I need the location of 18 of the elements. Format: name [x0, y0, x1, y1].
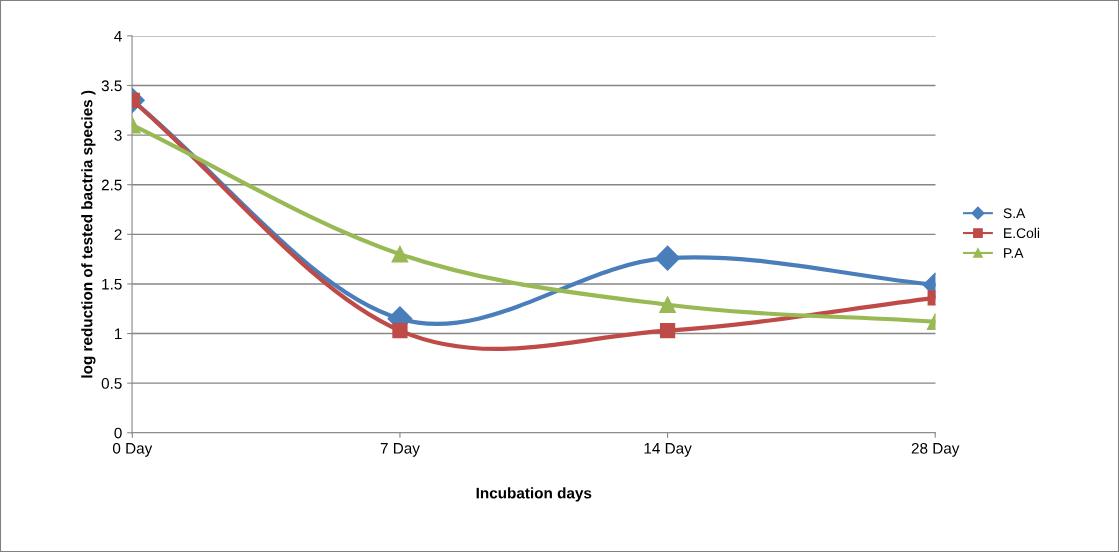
y-tick-label: 0 [114, 427, 122, 439]
x-axis-title: Incubation days [476, 487, 592, 502]
y-tick-label: 4 [114, 30, 122, 42]
y-tick-label: 0.5 [101, 378, 122, 389]
y-axis-title: log reduction of tested bactria species ) [81, 90, 96, 378]
y-tick-label: 3.5 [101, 80, 122, 92]
y-tick-label: 3 [114, 129, 122, 141]
y-tick-label: 1.5 [102, 278, 122, 290]
y-tick-label: 2.5 [101, 179, 122, 191]
y-tick-label: 1 [114, 328, 122, 340]
legend-label: P.A [1004, 248, 1024, 258]
x-tick-label: 14 Day [644, 443, 692, 457]
y-tick-label: 2 [114, 229, 122, 240]
x-tick-label: 0 Day [112, 442, 153, 457]
x-tick-label: 7 Day [380, 443, 420, 457]
x-tick-label: 28 Day [911, 442, 960, 457]
legend-label: S.A [1003, 208, 1026, 219]
legend-label: E.Coli [1004, 227, 1040, 239]
